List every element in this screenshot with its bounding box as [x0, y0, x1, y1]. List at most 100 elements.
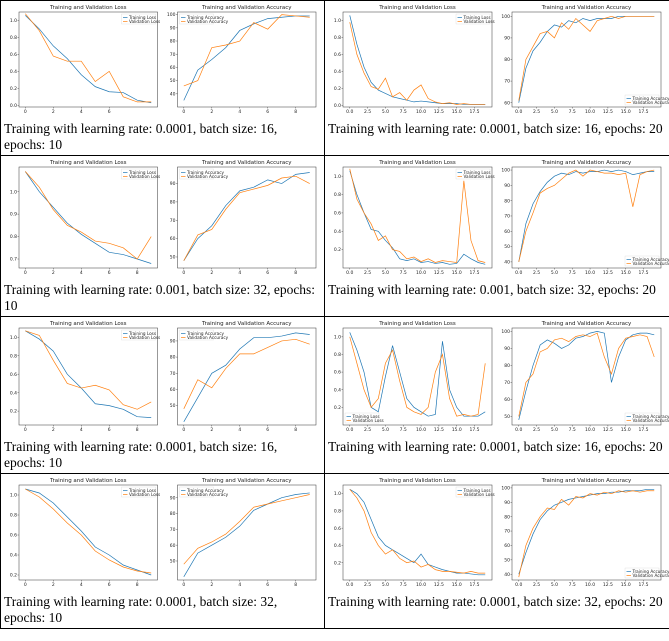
- grid-cell-1: Training and Validation Loss 0 2 4 6 0.0 0.2 0.…: [0, 0, 325, 156]
- y-tick-label: 70: [504, 529, 510, 535]
- series-line-training: [25, 488, 152, 576]
- plot-frame: [511, 484, 662, 581]
- x-tick-label: 4: [80, 109, 83, 115]
- figure-svg: Training and Validation Loss 0 2 4 6 0.0 0.2 0.…: [10, 5, 317, 115]
- x-tick-label: 0: [182, 582, 185, 588]
- legend-label: Training Accuracy: [632, 414, 669, 419]
- series-line-validation: [183, 175, 310, 261]
- y-tick-label: 100: [167, 12, 176, 18]
- x-tick-label: 6: [108, 582, 111, 588]
- legend-label: Training Loss: [463, 170, 491, 175]
- series-line-validation: [25, 330, 152, 410]
- legend-box: [121, 486, 156, 498]
- x-tick-label: 4: [238, 270, 241, 276]
- x-tick-label: 10.0: [416, 270, 426, 276]
- x-tick-label: 2.5: [533, 109, 540, 115]
- y-tick-label: 0.8: [10, 513, 17, 519]
- chart-title: Training and Validation Loss: [49, 478, 127, 484]
- figure-caption: Training with learning rate: 0.0001, bat…: [4, 594, 278, 625]
- legend-label: Validation Loss: [129, 19, 160, 24]
- chart-title: Training and Validation Accuracy: [541, 160, 632, 166]
- y-tick-label: 1.0: [334, 491, 341, 497]
- y-tick-label: 80: [504, 57, 510, 63]
- y-tick-label: 0.2: [334, 560, 341, 566]
- chart-3-0: Training and Validation Loss 0.0 2.5 5.0 7.5…: [334, 160, 495, 276]
- legend-label: Validation Loss: [464, 174, 495, 179]
- y-tick-label: 80: [504, 198, 510, 204]
- y-tick-label: 80: [170, 199, 176, 205]
- y-tick-label: 1.0: [10, 189, 17, 195]
- x-tick-label: 2.5: [533, 427, 540, 433]
- series-line-validation: [25, 488, 152, 574]
- x-tick-label: 2.5: [364, 270, 371, 276]
- x-tick-label: 15.0: [452, 270, 462, 276]
- chart-title: Training and Validation Loss: [49, 5, 127, 11]
- chart-2-1: Training and Validation Accuracy 0 2 4 6 8 50 6…: [170, 160, 317, 276]
- y-tick-label: 1.0: [334, 174, 341, 180]
- x-tick-label: 0.0: [515, 427, 522, 433]
- x-tick-label: 5.0: [382, 582, 389, 588]
- plot-frame: [18, 484, 158, 581]
- x-tick-label: 5.0: [382, 109, 389, 115]
- y-tick-label: 60: [170, 65, 176, 71]
- legend-box: [179, 13, 214, 25]
- plot-frame: [511, 327, 662, 426]
- series-line-training: [183, 332, 310, 422]
- legend-label: Validation Accuracy: [633, 418, 669, 423]
- chart-title: Training and Validation Accuracy: [201, 160, 292, 166]
- grid-row-3: Training and Validation Loss 0 2 4 6 8 0.2 0.4 0…: [0, 316, 669, 474]
- legend-label: Training Loss: [128, 331, 156, 336]
- chart-7-0: Training and Validation Loss 0.0 2.5 5.0 7.5…: [334, 478, 495, 588]
- grid-cell-7: Training and Validation Loss 0 2 4 6 8 0.2 0.4 0…: [0, 473, 325, 629]
- x-tick-label: 7.5: [400, 582, 407, 588]
- y-tick-label: 60: [170, 387, 176, 393]
- figure-panel: Training and Validation Loss 0.0 2.5 5.0 7.5…: [325, 474, 669, 592]
- series-line-validation: [183, 14, 310, 87]
- legend-label: Validation Accuracy: [633, 573, 669, 578]
- series-line-validation: [25, 171, 152, 260]
- x-tick-label: 8: [294, 427, 297, 433]
- y-tick-label: 0.2: [334, 86, 341, 92]
- x-tick-label: 12.5: [434, 270, 444, 276]
- legend-label: Training Accuracy: [186, 331, 224, 336]
- grid-cell-5: Training and Validation Loss 0 2 4 6 8 0.2 0.4 0…: [0, 316, 325, 474]
- figure-svg: Training and Validation Loss 0 2 4 6 8 0.2 0.4 0…: [10, 478, 317, 588]
- legend-label: Training Accuracy: [186, 170, 224, 175]
- chart-title: Training and Validation Loss: [378, 321, 456, 327]
- y-tick-label: 100: [501, 14, 510, 20]
- x-tick-label: 10.0: [585, 582, 595, 588]
- plot-frame: [342, 484, 493, 581]
- x-tick-label: 4: [238, 582, 241, 588]
- y-tick-label: 50: [170, 78, 176, 84]
- legend-label: Validation Accuracy: [633, 100, 669, 105]
- y-tick-label: 0.7: [10, 257, 17, 263]
- x-tick-label: 15.0: [621, 270, 631, 276]
- plot-frame: [18, 166, 158, 269]
- legend-label: Validation Loss: [129, 492, 160, 497]
- y-tick-label: 90: [170, 339, 176, 345]
- figure-panel: Training and Validation Loss 0.0 2.5 5.0 7.5…: [325, 1, 669, 119]
- chart-title: Training and Validation Loss: [378, 478, 456, 484]
- series-line-validation: [183, 338, 310, 409]
- x-tick-label: 2.5: [533, 582, 540, 588]
- chart-0-1: Training and Validation Accuracy 0 2 4 6 8 40 5…: [167, 5, 317, 115]
- x-tick-label: 10.0: [585, 427, 595, 433]
- legend-label: Validation Loss: [129, 174, 160, 179]
- figure-svg: Training and Validation Loss 0.0 2.5 5.0 7.5…: [334, 160, 669, 276]
- plot-frame: [342, 166, 493, 269]
- y-tick-label: 90: [170, 495, 176, 501]
- x-tick-label: 15.0: [621, 109, 631, 115]
- x-tick-label: 0.0: [346, 270, 353, 276]
- y-tick-label: 50: [504, 244, 510, 250]
- x-tick-label: 8: [136, 270, 139, 276]
- y-tick-label: 50: [170, 255, 176, 261]
- legend-label: Training Loss: [352, 414, 380, 419]
- chart-title: Training and Validation Accuracy: [541, 478, 632, 484]
- y-tick-label: 70: [170, 371, 176, 377]
- x-tick-label: 17.5: [470, 427, 480, 433]
- chart-title: Training and Validation Accuracy: [201, 321, 292, 327]
- chart-title: Training and Validation Loss: [378, 160, 456, 166]
- chart-1-0: Training and Validation Loss 0.0 2.5 5.0 7.5…: [334, 5, 495, 115]
- legend-label: Training Accuracy: [186, 488, 224, 493]
